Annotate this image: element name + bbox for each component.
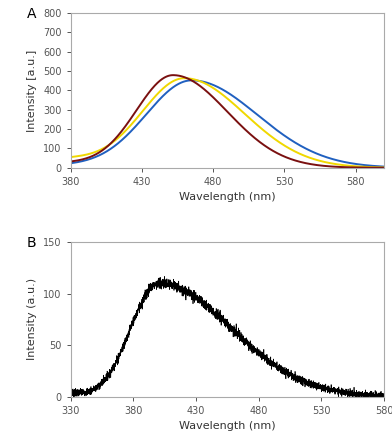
Text: A: A xyxy=(27,7,36,21)
Y-axis label: Intensity (a.u.): Intensity (a.u.) xyxy=(27,278,38,361)
X-axis label: Wavelength (nm): Wavelength (nm) xyxy=(179,421,276,431)
Y-axis label: Intensity [a.u.]: Intensity [a.u.] xyxy=(27,49,38,132)
X-axis label: Wavelength (nm): Wavelength (nm) xyxy=(179,192,276,202)
Text: B: B xyxy=(27,236,36,250)
